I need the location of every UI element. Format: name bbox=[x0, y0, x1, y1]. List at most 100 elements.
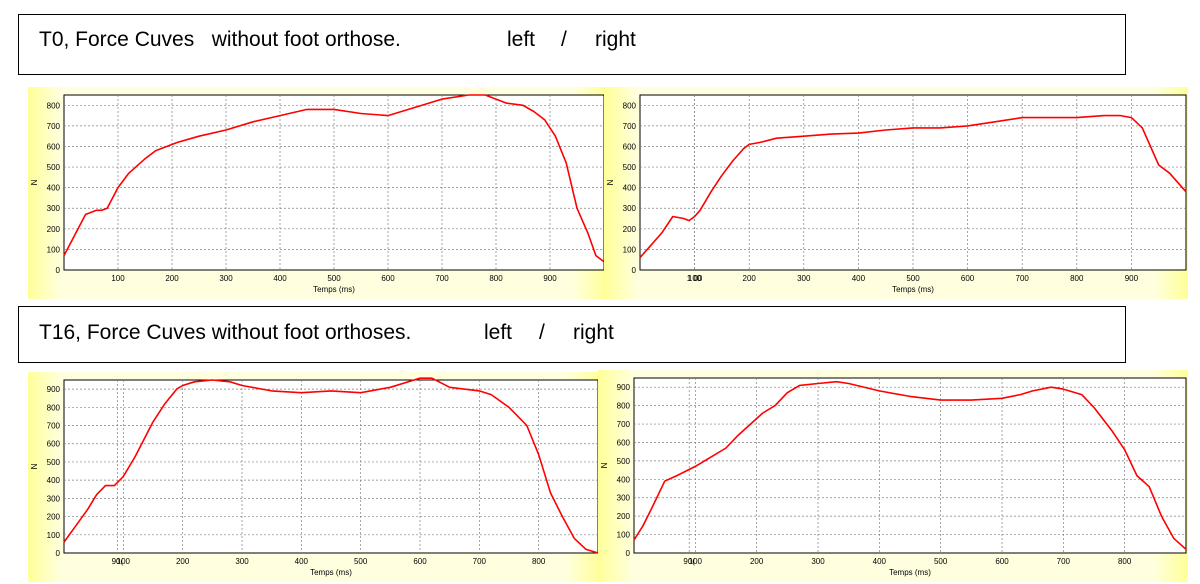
y-tick-label: 800 bbox=[47, 101, 61, 110]
y-tick-label: 500 bbox=[47, 163, 61, 172]
y-axis-label: N bbox=[606, 179, 615, 185]
y-tick-label: 300 bbox=[623, 204, 637, 213]
chart-t0-right: 0 100 200 300 400 500 600 700 800 100 200 300 400 500… bbox=[604, 87, 1188, 299]
y-tick-label: 200 bbox=[617, 512, 631, 521]
y-tick-label: 600 bbox=[617, 438, 631, 447]
y-tick-label: 600 bbox=[47, 440, 61, 449]
y-tick-label: 200 bbox=[47, 225, 61, 234]
chart-t0-left-svg: 0 100 200 300 400 500 600 700 800 100 200 300 400 500… bbox=[28, 87, 606, 299]
x-tick-label: 800 bbox=[1118, 557, 1132, 566]
x-tick-label: 800 bbox=[532, 557, 546, 566]
y-axis-label: N bbox=[30, 179, 39, 185]
x-axis-label: Temps (ms) bbox=[310, 568, 352, 577]
chart-t16-left: 0 100 200 300 400 500 600 700 800 900 100 200 300 400… bbox=[28, 372, 600, 582]
plot-area bbox=[63, 379, 599, 554]
chart-t16-right: 0 100 200 300 400 500 600 700 800 900 100 200 300 400… bbox=[598, 370, 1188, 582]
y-tick-label: 0 bbox=[632, 266, 637, 275]
x-axis-label: Temps (ms) bbox=[892, 285, 934, 294]
x-tick-label: 300 bbox=[219, 274, 233, 283]
x-tick-label: 200 bbox=[750, 557, 764, 566]
y-tick-label: 300 bbox=[47, 204, 61, 213]
x-tick-label: 400 bbox=[852, 274, 866, 283]
y-tick-label: 700 bbox=[623, 122, 637, 131]
title-t16-main: T16, Force Cuves without foot orthoses. bbox=[39, 321, 412, 344]
title-t0-main: T0, Force Cuves without foot orthose. bbox=[39, 28, 401, 51]
x-tick-label: 600 bbox=[413, 557, 427, 566]
x-tick-label: 800 bbox=[1070, 274, 1084, 283]
x-tick-label: 700 bbox=[1057, 557, 1071, 566]
x-tick-label: 900 bbox=[1125, 274, 1139, 283]
x-tick-label: 500 bbox=[354, 557, 368, 566]
y-tick-label: 700 bbox=[47, 122, 61, 131]
y-tick-label: 400 bbox=[47, 476, 61, 485]
x-tick-label: 800 bbox=[489, 274, 503, 283]
title-t16-right: right bbox=[573, 321, 614, 344]
x-tick-label: 100 bbox=[688, 274, 702, 283]
y-tick-label: 500 bbox=[47, 458, 61, 467]
y-tick-label: 900 bbox=[47, 385, 61, 394]
x-tick-label: 300 bbox=[797, 274, 811, 283]
title-t16-left: left bbox=[484, 321, 513, 344]
x-tick-label: 90( bbox=[112, 557, 124, 566]
y-tick-label: 300 bbox=[617, 494, 631, 503]
title-t0-left: left bbox=[507, 28, 536, 51]
y-tick-label: 400 bbox=[47, 184, 61, 193]
x-tick-label: 400 bbox=[873, 557, 887, 566]
x-tick-label: 100 bbox=[111, 274, 125, 283]
x-tick-label: 600 bbox=[381, 274, 395, 283]
x-tick-label: 300 bbox=[235, 557, 249, 566]
y-tick-label: 600 bbox=[623, 142, 637, 151]
y-tick-label: 700 bbox=[47, 422, 61, 431]
title-t0-sep: / bbox=[561, 28, 567, 51]
force-curve-line bbox=[63, 94, 605, 263]
x-tick-label: 100 bbox=[117, 557, 131, 566]
y-tick-label: 0 bbox=[626, 549, 631, 558]
chart-t0-left: 0 100 200 300 400 500 600 700 800 100 200 300 400 500… bbox=[28, 87, 606, 299]
x-tick-label: 400 bbox=[295, 557, 309, 566]
y-tick-label: 500 bbox=[623, 163, 637, 172]
x-tick-label: 100 bbox=[689, 557, 703, 566]
x-tick-label: 700 bbox=[435, 274, 449, 283]
y-tick-label: 0 bbox=[56, 266, 61, 275]
x-tick-label: 1 00 bbox=[687, 274, 703, 283]
x-tick-label: 200 bbox=[176, 557, 190, 566]
y-axis-label: N bbox=[600, 462, 609, 468]
force-curve-line bbox=[63, 377, 599, 554]
x-tick-label: 700 bbox=[1016, 274, 1030, 283]
force-curve-line bbox=[639, 114, 1187, 259]
y-axis-label: N bbox=[30, 463, 39, 469]
y-tick-label: 700 bbox=[617, 420, 631, 429]
title-t0-right: right bbox=[595, 28, 636, 51]
title-t16-sep: / bbox=[539, 321, 545, 344]
title-box-t0: T0, Force Cuves without foot orthose. le… bbox=[18, 14, 1126, 75]
y-tick-label: 100 bbox=[47, 531, 61, 540]
plot-area bbox=[633, 377, 1187, 554]
chart-t16-right-svg: 0 100 200 300 400 500 600 700 800 900 100 200 300 400… bbox=[598, 370, 1188, 582]
y-tick-label: 800 bbox=[623, 101, 637, 110]
title-box-t16: T16, Force Cuves without foot orthoses. … bbox=[18, 306, 1126, 363]
x-tick-label: 300 bbox=[811, 557, 825, 566]
x-tick-label: 500 bbox=[906, 274, 920, 283]
y-tick-label: 200 bbox=[47, 513, 61, 522]
y-tick-label: 300 bbox=[47, 494, 61, 503]
y-tick-label: 600 bbox=[47, 142, 61, 151]
x-tick-label: 400 bbox=[273, 274, 287, 283]
x-tick-label: 600 bbox=[995, 557, 1009, 566]
force-curve-line bbox=[633, 380, 1187, 550]
x-tick-label: 500 bbox=[327, 274, 341, 283]
y-tick-label: 0 bbox=[56, 549, 61, 558]
y-tick-label: 900 bbox=[617, 383, 631, 392]
x-tick-label: 200 bbox=[743, 274, 757, 283]
y-tick-label: 100 bbox=[623, 245, 637, 254]
x-tick-label: 200 bbox=[165, 274, 179, 283]
x-tick-label: 700 bbox=[473, 557, 487, 566]
y-tick-label: 500 bbox=[617, 457, 631, 466]
x-axis-label: Temps (ms) bbox=[313, 285, 355, 294]
y-tick-label: 200 bbox=[623, 225, 637, 234]
x-tick-label: 90( bbox=[683, 557, 695, 566]
x-tick-label: 600 bbox=[961, 274, 975, 283]
x-axis-label: Temps (ms) bbox=[889, 568, 931, 577]
chart-t16-left-svg: 0 100 200 300 400 500 600 700 800 900 100 200 300 400… bbox=[28, 372, 600, 582]
x-tick-label: 500 bbox=[934, 557, 948, 566]
y-tick-label: 400 bbox=[623, 184, 637, 193]
